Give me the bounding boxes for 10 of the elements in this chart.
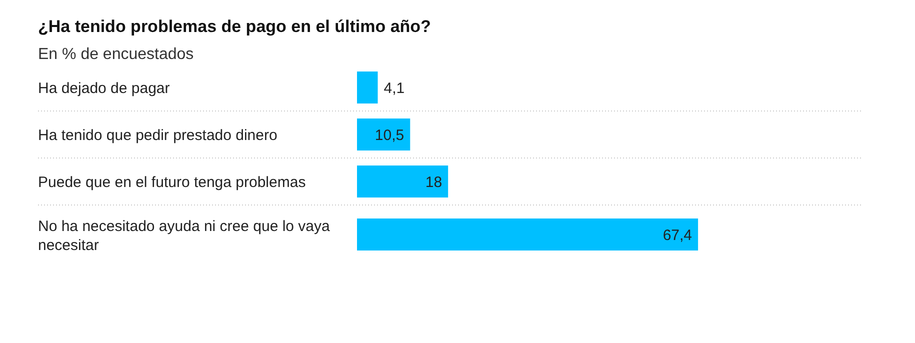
- data-label: 10,5: [374, 126, 404, 144]
- chart-title: ¿Ha tenido problemas de pago en el último año?: [38, 17, 431, 36]
- data-label: 18: [425, 174, 442, 191]
- y-tick-label: Puede que en el futuro tenga problemas: [38, 174, 306, 191]
- text: En % de encuestados: [38, 46, 194, 63]
- y-tick-label: Ha tenido que pedir prestado dinero: [38, 126, 278, 144]
- y-tick-label: Ha dejado de pagar: [38, 80, 170, 97]
- data-label: 4,1: [384, 80, 405, 97]
- data-label: 67,4: [662, 226, 692, 244]
- y-tick-label: No ha necesitado ayuda ni cree que lo vaya necesitar: [38, 218, 331, 254]
